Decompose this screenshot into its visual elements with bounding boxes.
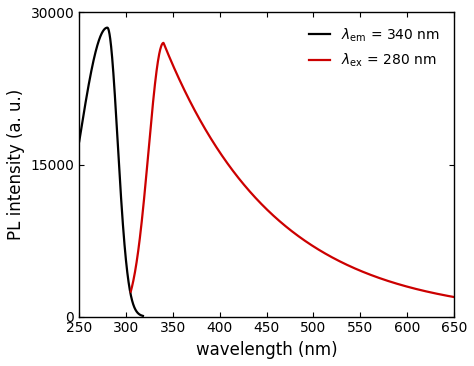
Y-axis label: PL intensity (a. u.): PL intensity (a. u.) [7,89,25,240]
Legend: $\lambda_{\mathrm{em}}$ = 340 nm, $\lambda_{\mathrm{ex}}$ = 280 nm: $\lambda_{\mathrm{em}}$ = 340 nm, $\lamb… [302,19,447,76]
X-axis label: wavelength (nm): wavelength (nm) [196,341,337,359]
